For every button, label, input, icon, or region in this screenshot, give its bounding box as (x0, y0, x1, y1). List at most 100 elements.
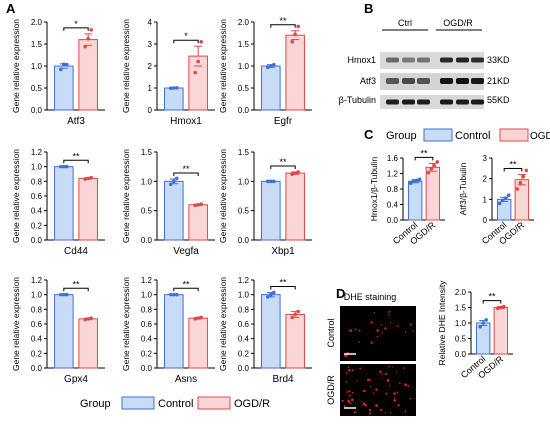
data-point (175, 85, 179, 90)
data-point (272, 62, 276, 67)
data-point (193, 317, 197, 321)
significance-bracket (503, 168, 523, 172)
y-tick-label: 1.2 (141, 276, 153, 285)
y-tick-label: 0.0 (31, 236, 43, 245)
wb-band (417, 78, 430, 84)
data-point (293, 171, 297, 175)
chart-xbp1: 0.0 0.5 1.0 1.5 Gene relative expression ** Xb… (218, 148, 312, 257)
chart-brd4: 0.0 0.2 0.4 0.6 0.8 1.0 1.2 Gene relative expre… (218, 276, 312, 385)
dhe-dot (403, 367, 406, 369)
dhe-dot (380, 408, 383, 412)
dhe-row-label-control: Control (326, 318, 336, 347)
data-point (62, 292, 66, 297)
data-point (59, 67, 63, 72)
dhe-dot (368, 412, 372, 415)
data-point (496, 306, 500, 311)
data-point (411, 179, 416, 184)
bar-ogd (285, 34, 305, 111)
data-point (521, 174, 526, 179)
data-point (293, 312, 297, 317)
y-axis-label: Gene relative expression (218, 19, 228, 113)
significance-bracket (482, 300, 502, 304)
y-tick-label: 0 (483, 216, 488, 225)
y-tick-label: 2.0 (31, 18, 43, 27)
data-point (478, 324, 482, 329)
dhe-dot (370, 321, 373, 324)
data-point (59, 164, 63, 169)
dhe-dot (407, 384, 410, 388)
dhe-dot (388, 314, 390, 316)
data-point (83, 44, 87, 49)
y-tick-label: 1.5 (238, 40, 250, 49)
wb-band (402, 78, 415, 84)
chart-asns: 0.0 0.2 0.4 0.6 0.8 1.0 1.2 Gene relative expre… (121, 276, 215, 385)
legend-swatch-ogd (197, 396, 231, 410)
data-point (266, 179, 270, 184)
data-point (169, 86, 173, 91)
dhe-dot (404, 383, 407, 387)
wb-row-label-tubulin: β-Tubulin (339, 95, 376, 105)
data-point (408, 181, 413, 185)
dhe-dot (354, 328, 357, 331)
wb-band (386, 78, 399, 84)
y-axis-label: Hmox1/β-Tubulin (369, 156, 379, 221)
dhe-row-label-ogd: OGD/R (326, 375, 336, 405)
dhe-dot (347, 366, 350, 369)
bar-ogd (285, 172, 305, 241)
bar-control (475, 322, 491, 355)
wb-band (471, 78, 484, 84)
dhe-dot (362, 402, 366, 406)
data-point (518, 181, 523, 185)
wb-band (456, 99, 469, 105)
dhe-dot (375, 404, 378, 408)
bar-ogd (425, 166, 441, 221)
data-point (269, 292, 273, 297)
y-tick-label: 0.4 (387, 201, 399, 210)
y-tick-label: 1.2 (31, 148, 43, 157)
data-point (269, 64, 273, 68)
data-point (417, 177, 422, 182)
significance-label: ** (182, 164, 190, 174)
y-axis-label: Gene relative expression (11, 277, 21, 371)
dhe-dot (346, 391, 348, 393)
data-point (272, 179, 276, 184)
dhe-images: DHE staining Control OGD/R (326, 292, 416, 416)
wb-band (440, 78, 453, 84)
dhe-image-control (340, 306, 416, 361)
y-tick-label: 0.0 (238, 236, 250, 245)
y-tick-label: 0.2 (238, 349, 250, 358)
y-axis-label: Relative DHE Intensity (437, 280, 447, 366)
y-tick-label: 0.5 (238, 84, 250, 93)
bar-ogd (78, 318, 98, 369)
y-axis-label: Gene relative expression (121, 277, 131, 371)
legend-swatch-ogd-c (499, 128, 529, 142)
chart-gpx4: 0.0 0.2 0.4 0.6 0.8 1.0 1.2 Gene relative expre… (11, 276, 105, 385)
y-tick-label: 0.5 (455, 335, 467, 344)
y-tick-label: 1.5 (238, 148, 250, 157)
dhe-dot (344, 354, 347, 358)
chart-atf3: 0.0 0.5 1.0 1.5 2.0 Gene relative expression *… (11, 18, 105, 127)
data-point (86, 176, 90, 181)
dhe-dot (343, 405, 346, 407)
dhe-dot (395, 371, 398, 373)
dhe-dot (386, 379, 390, 383)
bar-control (407, 180, 423, 221)
significance-bracket (63, 287, 89, 292)
data-point (500, 198, 505, 203)
legend-swatch-control (121, 396, 155, 410)
dhe-dot (348, 394, 351, 397)
y-tick-label: 0.6 (141, 320, 153, 329)
data-point (62, 62, 66, 67)
y-tick-label: 0.0 (238, 364, 250, 373)
data-point (175, 292, 179, 297)
significance-label: ** (509, 160, 517, 170)
dhe-dot (376, 329, 379, 332)
bar-control (54, 294, 74, 369)
data-point (506, 193, 511, 197)
dhe-dot (349, 329, 353, 333)
data-point (199, 202, 203, 207)
wb-header-ctrl: Ctrl (398, 18, 412, 28)
data-point (193, 203, 197, 208)
dhe-dot (396, 391, 399, 394)
dhe-dot (347, 399, 350, 402)
